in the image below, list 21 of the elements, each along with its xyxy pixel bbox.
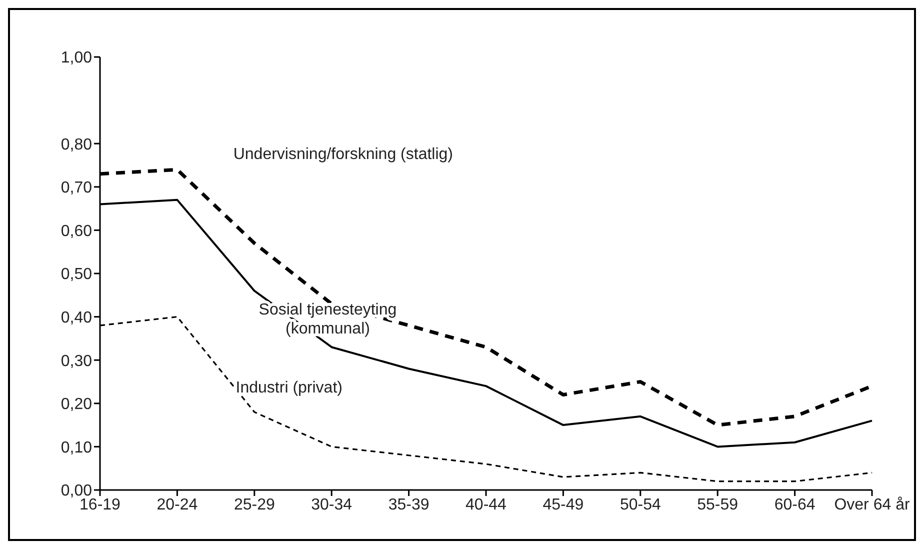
y-tick-label: 0,70 (60, 180, 92, 197)
x-tick-label: 20-24 (156, 496, 198, 514)
y-tick-label: 0,80 (60, 136, 92, 154)
x-tick-label: Over 64 år (834, 496, 910, 514)
x-tick-label: 45-49 (542, 496, 584, 514)
y-tick-label: 0,10 (60, 439, 92, 456)
x-tick-label: 30-34 (311, 496, 352, 514)
y-tick-label: 0,50 (60, 266, 92, 284)
series-label: Industri (privat) (236, 380, 342, 397)
x-tick-label: 60-64 (774, 496, 816, 514)
x-tick-label: 50-54 (620, 496, 661, 514)
x-tick-label: 40-44 (466, 496, 507, 514)
y-tick-label: 0,30 (60, 352, 92, 370)
y-tick-label: 0,60 (60, 222, 92, 240)
y-tick-label: 0,20 (60, 396, 92, 414)
text: Undervisning/forskning (statlig) (233, 146, 454, 163)
y-tick-label: 1,00 (60, 50, 92, 67)
x-tick-label: 25-29 (234, 496, 275, 514)
y-tick-label: 0,40 (60, 309, 92, 326)
x-tick-label: 35-39 (388, 496, 430, 514)
x-tick-label: 55-59 (697, 496, 738, 514)
